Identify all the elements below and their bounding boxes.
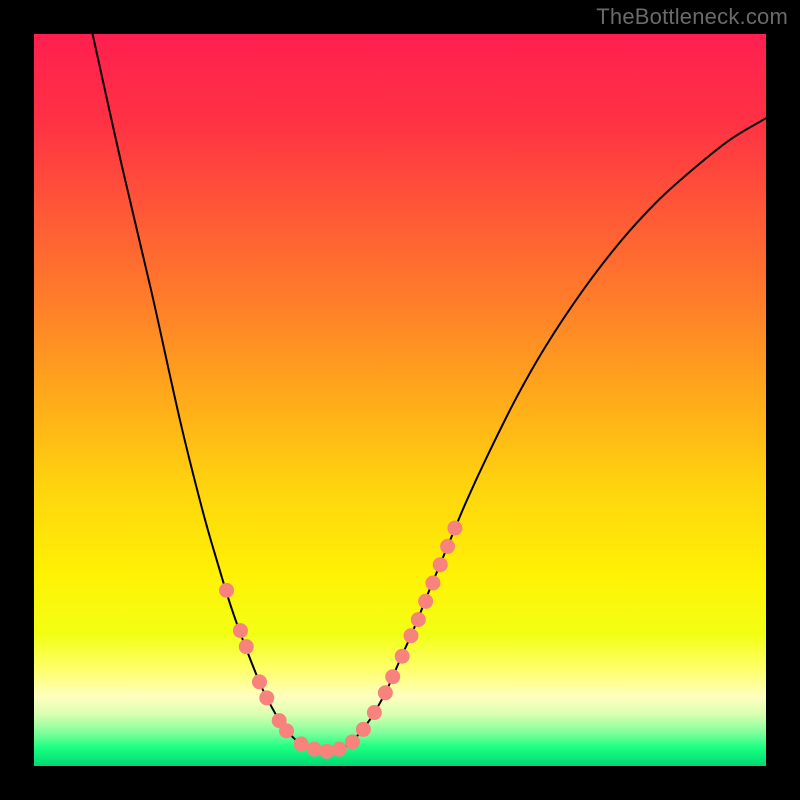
curve-marker xyxy=(345,735,359,749)
curve-marker xyxy=(260,691,274,705)
curve-marker xyxy=(239,640,253,654)
curve-marker xyxy=(307,742,321,756)
chart-canvas xyxy=(0,0,800,800)
curve-marker xyxy=(367,706,381,720)
curve-marker xyxy=(233,624,247,638)
curve-marker xyxy=(433,558,447,572)
curve-marker xyxy=(448,521,462,535)
curve-marker xyxy=(320,744,334,758)
curve-marker xyxy=(280,724,294,738)
chart-stage: TheBottleneck.com xyxy=(0,0,800,800)
curve-marker xyxy=(252,675,266,689)
curve-marker xyxy=(356,722,370,736)
curve-marker xyxy=(395,649,409,663)
curve-marker xyxy=(220,583,234,597)
curve-marker xyxy=(294,737,308,751)
curve-marker xyxy=(419,594,433,608)
curve-marker xyxy=(426,576,440,590)
curve-marker xyxy=(404,629,418,643)
curve-marker xyxy=(332,742,346,756)
curve-marker xyxy=(441,539,455,553)
curve-marker xyxy=(411,613,425,627)
curve-marker xyxy=(378,686,392,700)
watermark-text: TheBottleneck.com xyxy=(596,4,788,30)
curve-marker xyxy=(386,670,400,684)
